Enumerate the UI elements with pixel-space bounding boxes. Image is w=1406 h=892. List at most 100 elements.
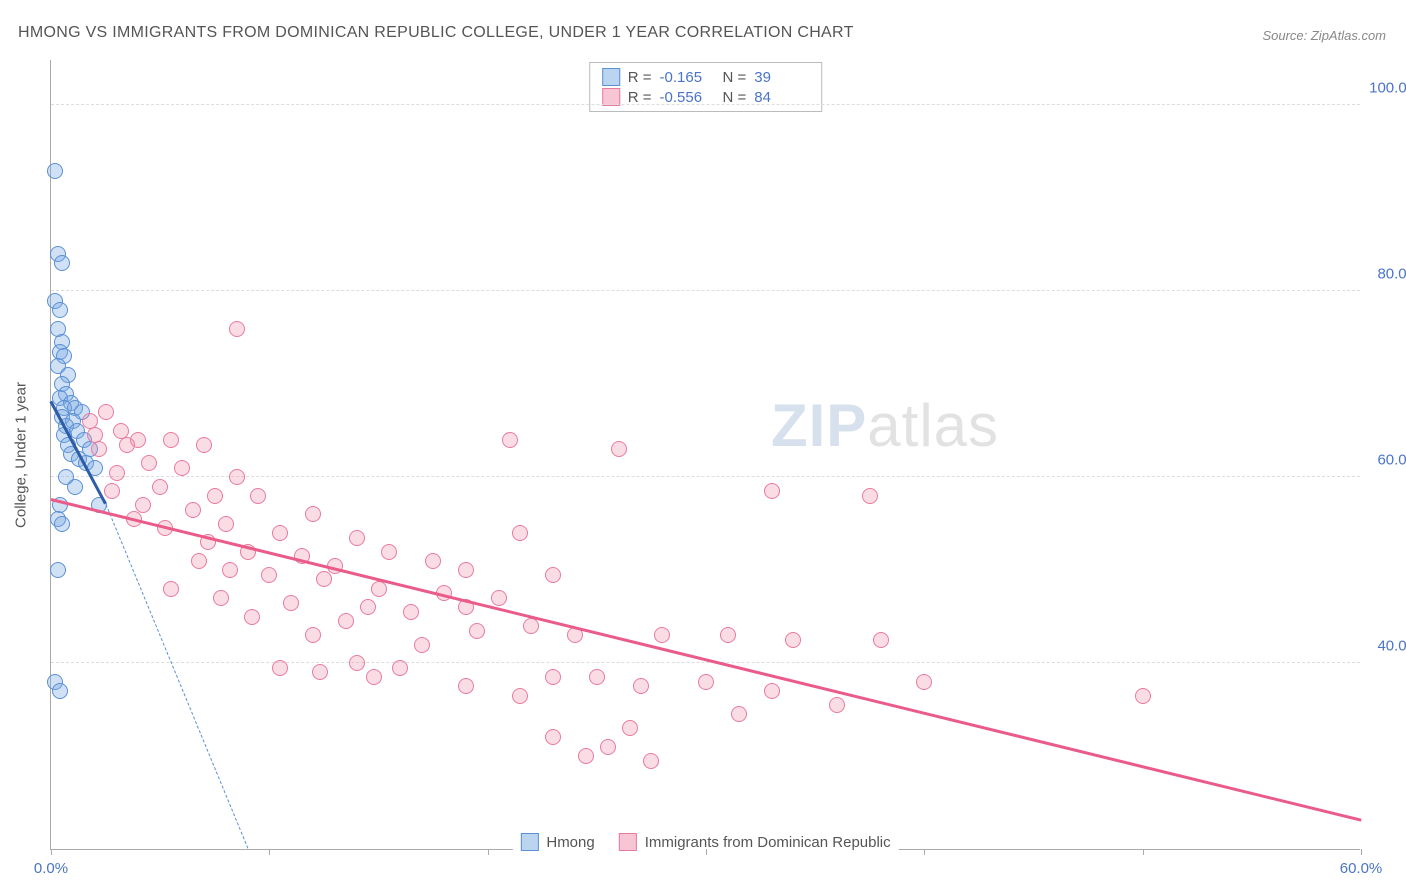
data-point (98, 404, 114, 420)
r-label: R = (628, 69, 652, 86)
data-point (54, 255, 70, 271)
chart-title: HMONG VS IMMIGRANTS FROM DOMINICAN REPUB… (18, 24, 854, 42)
data-point (392, 660, 408, 676)
data-point (366, 669, 382, 685)
data-point (545, 669, 561, 685)
legend-label: Immigrants from Dominican Republic (645, 834, 891, 851)
data-point (141, 455, 157, 471)
x-tick (924, 849, 925, 855)
x-tick (706, 849, 707, 855)
data-point (916, 674, 932, 690)
data-point (425, 553, 441, 569)
data-point (643, 753, 659, 769)
data-point (862, 488, 878, 504)
data-point (611, 441, 627, 457)
data-point (207, 488, 223, 504)
data-point (545, 567, 561, 583)
data-point (312, 664, 328, 680)
grid-line (51, 476, 1360, 477)
n-label: N = (723, 69, 747, 86)
data-point (218, 516, 234, 532)
data-point (785, 632, 801, 648)
legend-swatch (619, 833, 637, 851)
data-point (163, 432, 179, 448)
chart-plot-area: College, Under 1 year ZIPatlas R =-0.165… (50, 60, 1360, 850)
data-point (578, 748, 594, 764)
x-tick (1361, 849, 1362, 855)
n-value: 39 (754, 69, 809, 86)
data-point (491, 590, 507, 606)
r-value: -0.556 (660, 89, 715, 106)
data-point (50, 562, 66, 578)
data-point (229, 321, 245, 337)
n-value: 84 (754, 89, 809, 106)
data-point (104, 483, 120, 499)
data-point (403, 604, 419, 620)
x-tick (51, 849, 52, 855)
data-point (512, 525, 528, 541)
data-point (873, 632, 889, 648)
data-point (545, 729, 561, 745)
data-point (731, 706, 747, 722)
data-point (52, 683, 68, 699)
legend-item: Immigrants from Dominican Republic (619, 833, 891, 851)
watermark-zip: ZIP (771, 392, 867, 459)
data-point (213, 590, 229, 606)
data-point (196, 437, 212, 453)
data-point (338, 613, 354, 629)
data-point (47, 163, 63, 179)
data-point (305, 627, 321, 643)
data-point (458, 562, 474, 578)
r-label: R = (628, 89, 652, 106)
data-point (1135, 688, 1151, 704)
data-point (360, 599, 376, 615)
data-point (91, 441, 107, 457)
y-tick-label: 40.0% (1365, 638, 1406, 655)
legend-swatch (602, 88, 620, 106)
data-point (349, 530, 365, 546)
data-point (622, 720, 638, 736)
data-point (381, 544, 397, 560)
stats-row: R =-0.165N =39 (602, 67, 810, 87)
data-point (191, 553, 207, 569)
data-point (523, 618, 539, 634)
legend-label: Hmong (546, 834, 594, 851)
data-point (109, 465, 125, 481)
grid-line (51, 290, 1360, 291)
data-point (272, 660, 288, 676)
watermark-atlas: atlas (867, 392, 999, 459)
data-point (283, 595, 299, 611)
data-point (512, 688, 528, 704)
data-point (698, 674, 714, 690)
data-point (54, 516, 70, 532)
data-point (600, 739, 616, 755)
data-point (633, 678, 649, 694)
data-point (272, 525, 288, 541)
x-tick (488, 849, 489, 855)
data-point (229, 469, 245, 485)
data-point (261, 567, 277, 583)
data-point (414, 637, 430, 653)
data-point (469, 623, 485, 639)
grid-line (51, 662, 1360, 663)
data-point (458, 678, 474, 694)
data-point (250, 488, 266, 504)
x-tick (269, 849, 270, 855)
data-point (305, 506, 321, 522)
data-point (349, 655, 365, 671)
x-tick-label: 60.0% (1340, 860, 1383, 877)
legend-swatch (520, 833, 538, 851)
y-axis-label: College, Under 1 year (13, 382, 30, 528)
data-point (185, 502, 201, 518)
y-tick-label: 60.0% (1365, 452, 1406, 469)
y-tick-label: 80.0% (1365, 266, 1406, 283)
source-attribution: Source: ZipAtlas.com (1262, 28, 1386, 43)
data-point (502, 432, 518, 448)
data-point (244, 609, 260, 625)
data-point (67, 479, 83, 495)
data-point (371, 581, 387, 597)
x-tick (1143, 849, 1144, 855)
y-tick-label: 100.0% (1365, 80, 1406, 97)
data-point (654, 627, 670, 643)
legend-item: Hmong (520, 833, 594, 851)
